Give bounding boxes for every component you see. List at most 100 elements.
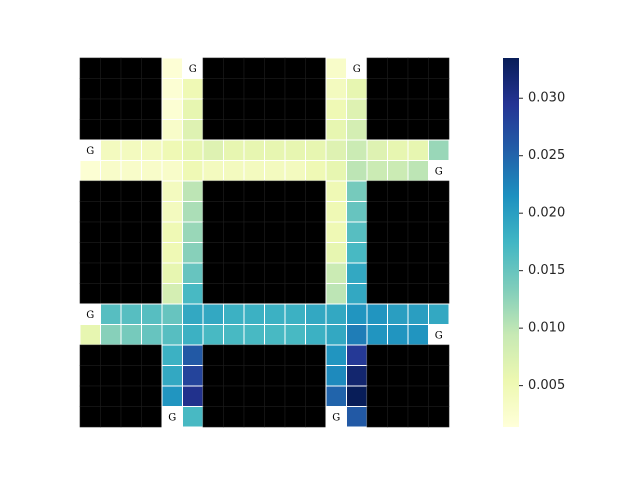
wall-cell [305,344,327,366]
wall-cell [202,262,224,284]
wall-cell [387,221,409,243]
colorbar-tick-label: 0.030 [528,91,565,106]
wall-cell [79,365,101,387]
cell [346,201,368,223]
wall-cell [120,365,142,387]
cell [346,406,368,428]
wall-cell [100,180,122,202]
wall-cell [407,283,429,305]
cell [161,283,183,305]
wall-cell [120,242,142,264]
wall-cell [264,385,286,407]
wall-cell [202,119,224,141]
wall-cell [243,344,265,366]
cell [182,160,204,182]
cell [325,201,347,223]
wall-cell [428,283,450,305]
wall-cell [243,406,265,428]
wall-cell [79,221,101,243]
wall-cell [120,385,142,407]
wall-cell [407,221,429,243]
cell [387,324,409,346]
wall-cell [79,201,101,223]
wall-cell [223,365,245,387]
wall-cell [120,98,142,120]
wall-cell [243,365,265,387]
cell [346,324,368,346]
cell [141,139,163,161]
cell [407,324,429,346]
wall-cell [100,344,122,366]
wall-cell [79,283,101,305]
wall-cell [223,201,245,223]
cell [346,98,368,120]
wall-cell [100,365,122,387]
cell [325,160,347,182]
wall-cell [141,221,163,243]
wall-cell [243,119,265,141]
wall-cell [305,385,327,407]
cell [161,98,183,120]
wall-cell [264,221,286,243]
wall-cell [284,262,306,284]
wall-cell [305,119,327,141]
wall-cell [243,283,265,305]
wall-cell [202,385,224,407]
wall-cell [223,262,245,284]
cell [346,283,368,305]
wall-cell [141,406,163,428]
wall-cell [407,242,429,264]
wall-cell [428,119,450,141]
cell [325,139,347,161]
wall-cell [243,385,265,407]
colorbar-tick-label: 0.015 [528,263,565,278]
wall-cell [264,283,286,305]
wall-cell [100,242,122,264]
cell [100,139,122,161]
wall-cell [243,180,265,202]
cell [264,160,286,182]
wall-cell [284,119,306,141]
cell [182,221,204,243]
cell [366,324,388,346]
cell [264,303,286,325]
cell [346,303,368,325]
wall-cell [366,242,388,264]
wall-cell [284,344,306,366]
wall-cell [223,180,245,202]
wall-cell [141,344,163,366]
wall-cell [284,57,306,79]
wall-cell [223,385,245,407]
wall-cell [120,221,142,243]
cell [182,324,204,346]
cell [305,139,327,161]
cell [346,242,368,264]
wall-cell [120,57,142,79]
wall-cell [284,242,306,264]
cell [182,180,204,202]
wall-cell [366,57,388,79]
cell [161,262,183,284]
wall-cell [223,406,245,428]
wall-cell [428,78,450,100]
wall-cell [243,98,265,120]
wall-cell [264,344,286,366]
cell [325,57,347,79]
colorbar [503,58,519,427]
cell [325,221,347,243]
wall-cell [407,385,429,407]
wall-cell [100,119,122,141]
cell [325,119,347,141]
wall-cell [264,180,286,202]
wall-cell [243,201,265,223]
cell [161,119,183,141]
wall-cell [141,98,163,120]
cell [366,303,388,325]
wall-cell [305,283,327,305]
wall-cell [202,57,224,79]
cell [346,221,368,243]
wall-cell [305,365,327,387]
wall-cell [141,262,163,284]
cell [161,242,183,264]
wall-cell [387,385,409,407]
